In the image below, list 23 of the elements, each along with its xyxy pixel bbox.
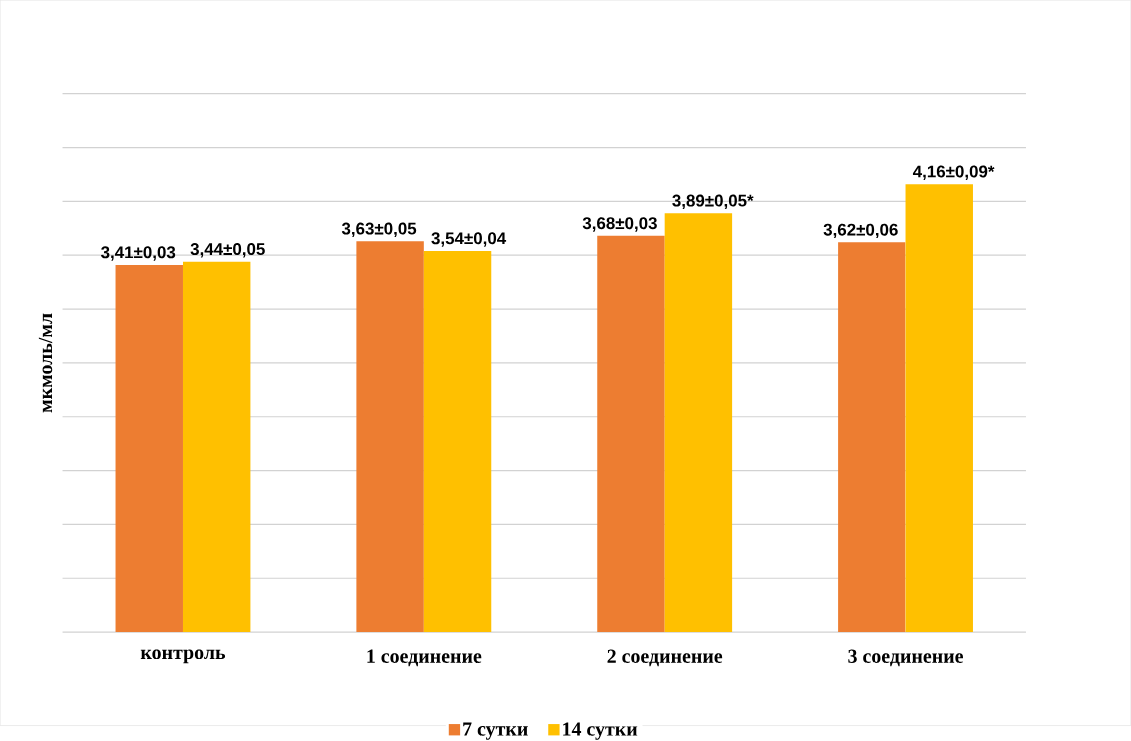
bar — [664, 213, 733, 633]
y-axis-title: мкмоль/мл — [38, 313, 53, 413]
data-label: 3,63±0,05 — [341, 222, 417, 238]
x-tick-label: контроль — [140, 649, 226, 664]
data-label: 3,68±0,03 — [582, 217, 657, 232]
bar — [838, 242, 906, 633]
bar — [356, 241, 424, 633]
bar — [182, 261, 251, 633]
bar — [423, 250, 492, 633]
data-label: 4,16±0,09* — [912, 165, 995, 180]
data-label: 3,54±0,04 — [431, 232, 507, 247]
x-tick-label: 1 соединение — [367, 649, 482, 667]
bar — [115, 264, 183, 633]
bar — [905, 184, 973, 633]
legend-label: 14 сутки — [563, 722, 638, 740]
data-label: 3,89±0,05* — [672, 194, 754, 210]
x-tick-label: 3 соединение — [848, 649, 964, 667]
data-label: 3,44±0,05 — [190, 243, 265, 258]
data-label: 3,41±0,03 — [101, 246, 176, 261]
x-tick-label: 2 соединение — [607, 649, 723, 667]
legend-label: 7 сутки — [463, 722, 528, 740]
data-label: 3,62±0,06 — [823, 223, 898, 239]
bar — [597, 235, 665, 633]
